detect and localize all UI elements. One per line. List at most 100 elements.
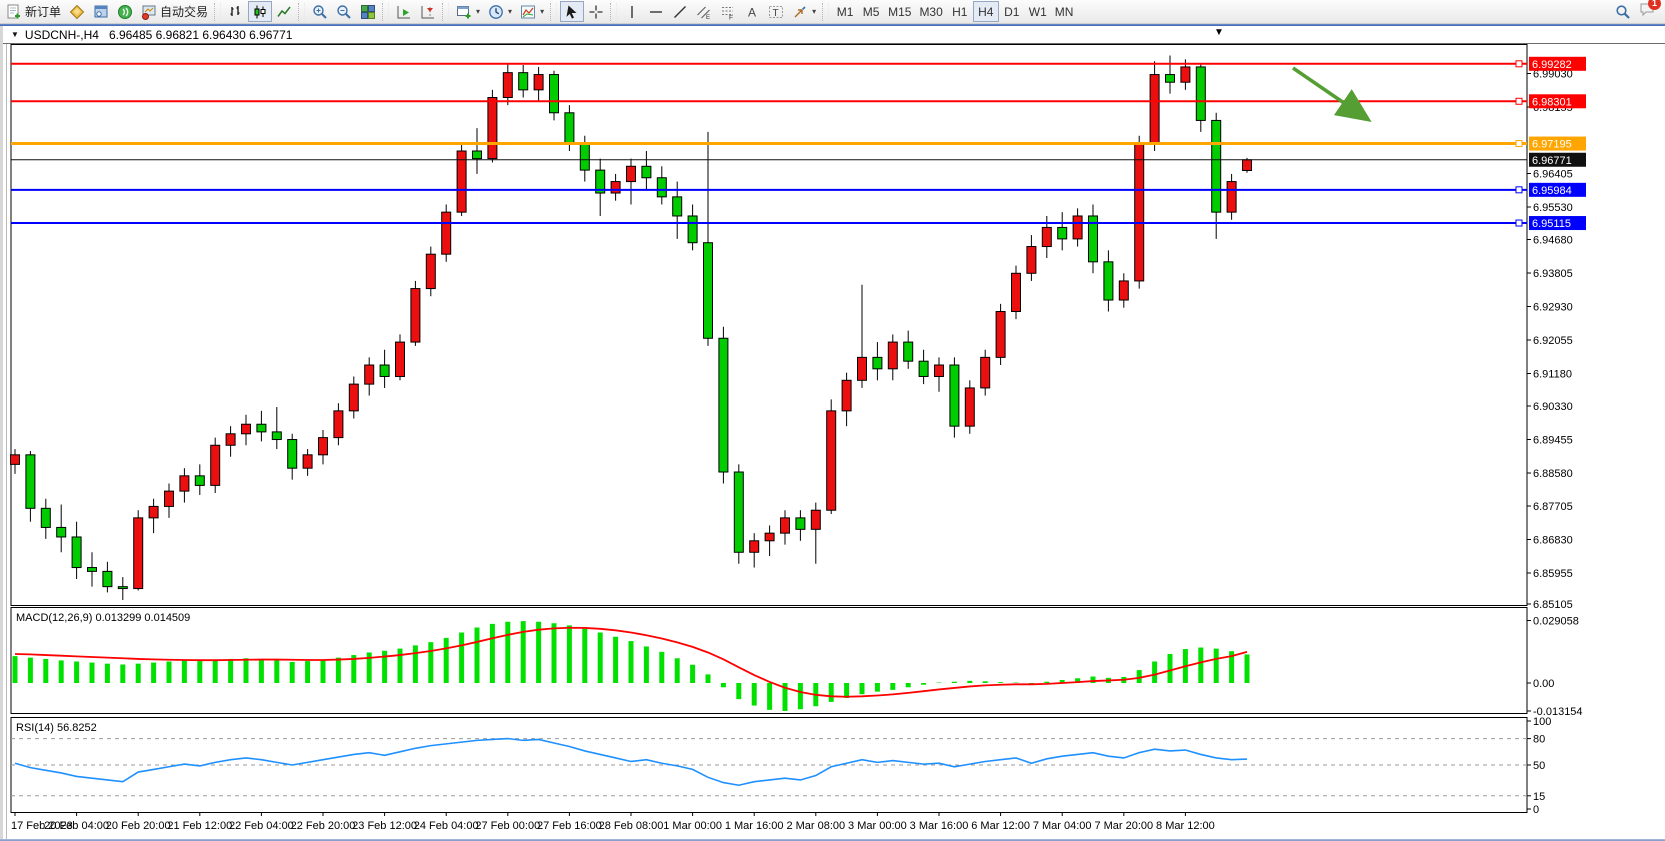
- svg-text:E: E: [706, 15, 710, 20]
- svg-text:24 Feb 04:00: 24 Feb 04:00: [414, 820, 479, 832]
- rsi-layer: [14, 737, 1248, 787]
- templates-icon: [520, 4, 536, 20]
- fibonacci-icon: F: [720, 4, 736, 21]
- macd-signal-line: [14, 626, 1248, 698]
- svg-text:6.92055: 6.92055: [1533, 335, 1573, 347]
- svg-text:0: 0: [1533, 804, 1539, 816]
- svg-text:6.96405: 6.96405: [1533, 169, 1573, 181]
- zoom-in-button[interactable]: [308, 1, 332, 22]
- signals-icon: [117, 4, 133, 20]
- macd-axis: 0.029058 0.00 -0.013154: [1527, 616, 1583, 718]
- timeframe-w1-button[interactable]: W1: [1025, 1, 1051, 22]
- cursor-icon: [564, 4, 580, 20]
- svg-text:6.99030: 6.99030: [1533, 68, 1573, 80]
- timeframe-m5-button[interactable]: M5: [858, 1, 884, 22]
- timeframe-h4-button[interactable]: H4: [972, 1, 999, 22]
- data-window-button[interactable]: [89, 1, 113, 22]
- timeframe-d1-button[interactable]: D1: [999, 1, 1025, 22]
- rsi-line: [14, 737, 1248, 787]
- main-toolbar: 新订单 自动交易 ▾ ▾ ▾ E F A T ▾: [0, 0, 1665, 24]
- text-icon: A: [744, 4, 760, 20]
- toolbar-right: 1: [1615, 0, 1665, 22]
- svg-text:6.87705: 6.87705: [1533, 501, 1573, 513]
- signals-button[interactable]: [113, 1, 137, 22]
- svg-text:6 Mar 12:00: 6 Mar 12:00: [971, 820, 1030, 832]
- new-order-button[interactable]: 新订单: [2, 1, 65, 22]
- dropdown-arrow-icon: ▾: [508, 7, 513, 16]
- svg-text:80: 80: [1533, 734, 1545, 746]
- auto-scroll-button[interactable]: [392, 1, 416, 22]
- bar-chart-icon: [228, 4, 244, 20]
- candlestick-chart-button[interactable]: [248, 1, 273, 22]
- text-button[interactable]: A: [740, 1, 764, 22]
- toolbar-separator: [822, 2, 830, 21]
- dropdown-arrow-icon: ▾: [476, 7, 481, 16]
- tile-windows-button[interactable]: [356, 1, 380, 22]
- autotrading-button[interactable]: 自动交易: [137, 1, 212, 22]
- svg-text:6.88580: 6.88580: [1533, 468, 1573, 480]
- indicator-labels: MACD(12,26,9) 0.013299 0.014509 RSI(14) 5…: [16, 612, 190, 734]
- svg-text:20 Feb 04:00: 20 Feb 04:00: [44, 820, 109, 832]
- notifications-button[interactable]: 1: [1639, 0, 1661, 22]
- period-button[interactable]: ▾: [484, 1, 516, 22]
- candlestick-chart-icon: [252, 4, 268, 20]
- line-chart-button[interactable]: [272, 1, 296, 22]
- svg-text:6.90330: 6.90330: [1533, 401, 1573, 413]
- svg-text:0.00: 0.00: [1533, 678, 1554, 690]
- chart-shift-marker-icon[interactable]: ▼: [1214, 27, 1224, 38]
- timeframe-h1-button[interactable]: H1: [947, 1, 973, 22]
- chart-shift-button[interactable]: [416, 1, 440, 22]
- horizontal-line-button[interactable]: [644, 1, 668, 22]
- chart-window: ▼ USDCNH-,H4 6.96485 6.96821 6.96430 6.9…: [0, 26, 1665, 839]
- window-top-border: [0, 24, 1665, 26]
- chart-canvas[interactable]: 6.999056.990306.981556.964056.955306.946…: [3, 44, 1665, 839]
- svg-text:A: A: [748, 5, 756, 19]
- svg-text:6.96771: 6.96771: [1532, 155, 1572, 167]
- chart-title-symbol: USDCNH-,H4: [24, 27, 99, 42]
- chart-menu-icon[interactable]: ▼: [11, 30, 19, 39]
- new-chart-icon: [456, 4, 472, 20]
- market-watch-button[interactable]: [65, 1, 89, 22]
- new-chart-button[interactable]: ▾: [452, 1, 484, 22]
- arrow-annotation[interactable]: [1292, 66, 1372, 122]
- line-chart-icon: [276, 4, 292, 20]
- new-order-icon: [6, 4, 22, 20]
- equidistant-channel-button[interactable]: E: [692, 1, 716, 22]
- svg-text:6.86830: 6.86830: [1533, 535, 1573, 547]
- equidistant-channel-icon: E: [696, 4, 712, 21]
- price-axis[interactable]: 6.999056.990306.981556.964056.955306.946…: [1527, 44, 1573, 611]
- pane-frames: [6, 44, 1528, 839]
- fibonacci-button[interactable]: F: [716, 1, 740, 22]
- timeframe-mn-button[interactable]: MN: [1051, 1, 1078, 22]
- svg-text:28 Feb 08:00: 28 Feb 08:00: [599, 820, 664, 832]
- trendline-button[interactable]: [668, 1, 692, 22]
- cursor-button[interactable]: [560, 1, 585, 22]
- svg-text:-0.013154: -0.013154: [1533, 706, 1583, 718]
- arrows-button[interactable]: ▾: [788, 1, 820, 22]
- svg-text:6.99282: 6.99282: [1532, 59, 1572, 71]
- timeframe-m30-button[interactable]: M30: [915, 1, 946, 22]
- svg-text:20 Feb 20:00: 20 Feb 20:00: [106, 820, 171, 832]
- crosshair-button[interactable]: [584, 1, 608, 22]
- svg-text:22 Feb 20:00: 22 Feb 20:00: [291, 820, 356, 832]
- text-label-button[interactable]: T: [764, 1, 788, 22]
- timeframe-m15-button[interactable]: M15: [884, 1, 915, 22]
- toolbar-separator: [298, 2, 306, 21]
- bar-chart-button[interactable]: [224, 1, 248, 22]
- toolbar-separator: [610, 2, 618, 21]
- search-icon[interactable]: [1615, 4, 1631, 20]
- vertical-line-icon: [624, 4, 640, 20]
- macd-layer: [12, 621, 1250, 711]
- svg-text:6.85955: 6.85955: [1533, 568, 1573, 580]
- svg-text:7 Mar 04:00: 7 Mar 04:00: [1033, 820, 1092, 832]
- svg-text:6.95530: 6.95530: [1533, 202, 1573, 214]
- zoom-out-button[interactable]: [332, 1, 356, 22]
- vertical-line-button[interactable]: [620, 1, 644, 22]
- timeframe-m1-button[interactable]: M1: [832, 1, 858, 22]
- candles-layer: [10, 55, 1252, 601]
- hlines-layer[interactable]: 6.99282 6.98301 6.97195 6.96771 6.95984 6.951…: [11, 56, 1586, 231]
- templates-button[interactable]: ▾: [516, 1, 548, 22]
- chart-shift-icon: [420, 4, 436, 20]
